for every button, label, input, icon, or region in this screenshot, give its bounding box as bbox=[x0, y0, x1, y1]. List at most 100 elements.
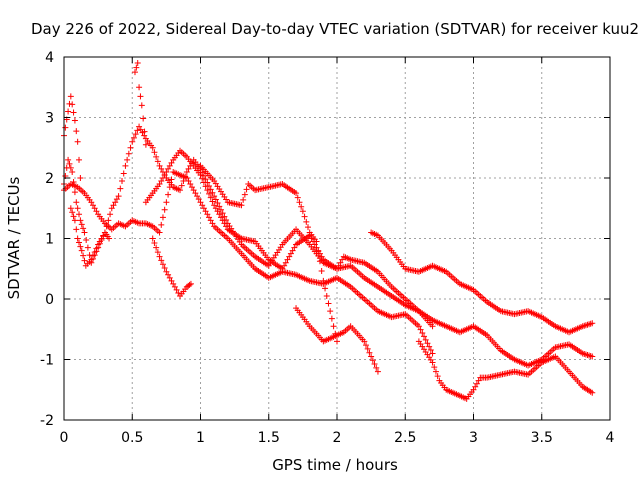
data-point bbox=[165, 271, 172, 278]
data-point bbox=[132, 131, 139, 138]
data-point bbox=[318, 268, 325, 275]
data-point bbox=[185, 178, 192, 185]
data-point bbox=[207, 194, 214, 201]
data-point bbox=[165, 191, 172, 198]
data-point bbox=[320, 277, 327, 284]
data-point bbox=[368, 353, 375, 360]
data-point bbox=[214, 208, 221, 215]
data-point bbox=[88, 256, 95, 263]
data-point bbox=[301, 213, 308, 220]
data-point bbox=[90, 252, 97, 259]
y-tick-label: 4 bbox=[45, 50, 54, 66]
data-point bbox=[142, 141, 149, 148]
data-point bbox=[166, 274, 173, 281]
y-axis-label: SDTVAR / TECUs bbox=[5, 176, 23, 299]
data-point bbox=[472, 383, 479, 390]
data-point bbox=[199, 202, 206, 209]
data-point bbox=[475, 377, 482, 384]
data-point bbox=[334, 338, 340, 345]
data-point bbox=[133, 64, 140, 71]
data-point bbox=[293, 190, 300, 197]
data-point bbox=[187, 181, 194, 188]
data-point bbox=[153, 153, 160, 160]
data-point bbox=[221, 220, 228, 227]
data-point bbox=[192, 190, 199, 197]
data-point bbox=[141, 128, 148, 135]
data-point bbox=[415, 323, 422, 330]
data-point bbox=[76, 156, 83, 163]
data-point bbox=[138, 102, 145, 109]
data-point bbox=[206, 190, 213, 197]
data-point bbox=[156, 162, 163, 169]
data-point bbox=[313, 244, 320, 251]
data-point bbox=[223, 223, 230, 230]
data-point bbox=[337, 259, 344, 266]
data-point bbox=[291, 244, 298, 251]
data-point bbox=[289, 247, 296, 254]
data-point bbox=[182, 173, 189, 180]
data-point bbox=[66, 160, 73, 167]
data-point bbox=[156, 229, 163, 236]
data-point bbox=[328, 315, 335, 322]
data-point bbox=[202, 208, 209, 215]
data-point bbox=[589, 353, 596, 360]
data-point bbox=[159, 214, 166, 221]
data-point bbox=[71, 189, 78, 196]
data-point bbox=[80, 252, 87, 259]
series-sat-4 bbox=[142, 147, 596, 369]
data-point bbox=[364, 345, 371, 352]
data-point bbox=[194, 193, 201, 200]
data-point bbox=[71, 117, 78, 124]
data-point bbox=[76, 211, 83, 218]
data-point bbox=[587, 320, 594, 327]
series-sat-2 bbox=[61, 93, 84, 181]
y-tick-label: -2 bbox=[40, 413, 54, 429]
data-point bbox=[168, 277, 175, 284]
data-point bbox=[149, 144, 156, 151]
x-axis-label: GPS time / hours bbox=[272, 456, 398, 474]
x-tick-label: 3.5 bbox=[531, 430, 553, 446]
data-point bbox=[221, 213, 228, 220]
data-point bbox=[84, 244, 91, 251]
data-point bbox=[158, 257, 165, 264]
data-point bbox=[81, 229, 88, 236]
data-point bbox=[93, 245, 100, 252]
data-point bbox=[586, 352, 593, 359]
data-point bbox=[318, 253, 325, 260]
x-tick-label: 1 bbox=[196, 430, 205, 446]
data-point bbox=[322, 285, 329, 292]
data-point bbox=[296, 199, 303, 206]
data-point bbox=[151, 240, 158, 247]
data-point bbox=[366, 349, 373, 356]
data-point bbox=[149, 235, 156, 242]
data-point bbox=[422, 336, 429, 343]
data-point bbox=[74, 205, 81, 212]
data-point bbox=[211, 202, 218, 209]
data-point bbox=[117, 185, 124, 192]
data-point bbox=[67, 93, 74, 100]
data-point bbox=[178, 182, 185, 189]
x-tick-label: 4 bbox=[606, 430, 615, 446]
data-point bbox=[91, 249, 98, 256]
data-point bbox=[131, 69, 138, 76]
data-point bbox=[587, 352, 594, 359]
data-point bbox=[207, 217, 214, 224]
chart-title: Day 226 of 2022, Sidereal Day-to-day VTE… bbox=[31, 20, 639, 38]
data-point bbox=[112, 199, 119, 206]
data-point bbox=[303, 218, 310, 225]
data-point bbox=[240, 196, 247, 203]
data-point bbox=[78, 247, 85, 254]
data-point bbox=[90, 202, 97, 209]
series-sat-5 bbox=[197, 162, 340, 345]
data-point bbox=[417, 326, 424, 333]
data-point bbox=[371, 361, 378, 368]
data-point bbox=[134, 60, 141, 67]
series-sat-7 bbox=[415, 338, 596, 402]
data-point bbox=[156, 181, 163, 188]
data-point bbox=[86, 252, 93, 259]
data-point bbox=[80, 225, 87, 232]
data-point bbox=[195, 196, 202, 203]
data-point bbox=[107, 211, 114, 218]
data-point bbox=[100, 232, 107, 239]
data-point bbox=[584, 321, 591, 328]
